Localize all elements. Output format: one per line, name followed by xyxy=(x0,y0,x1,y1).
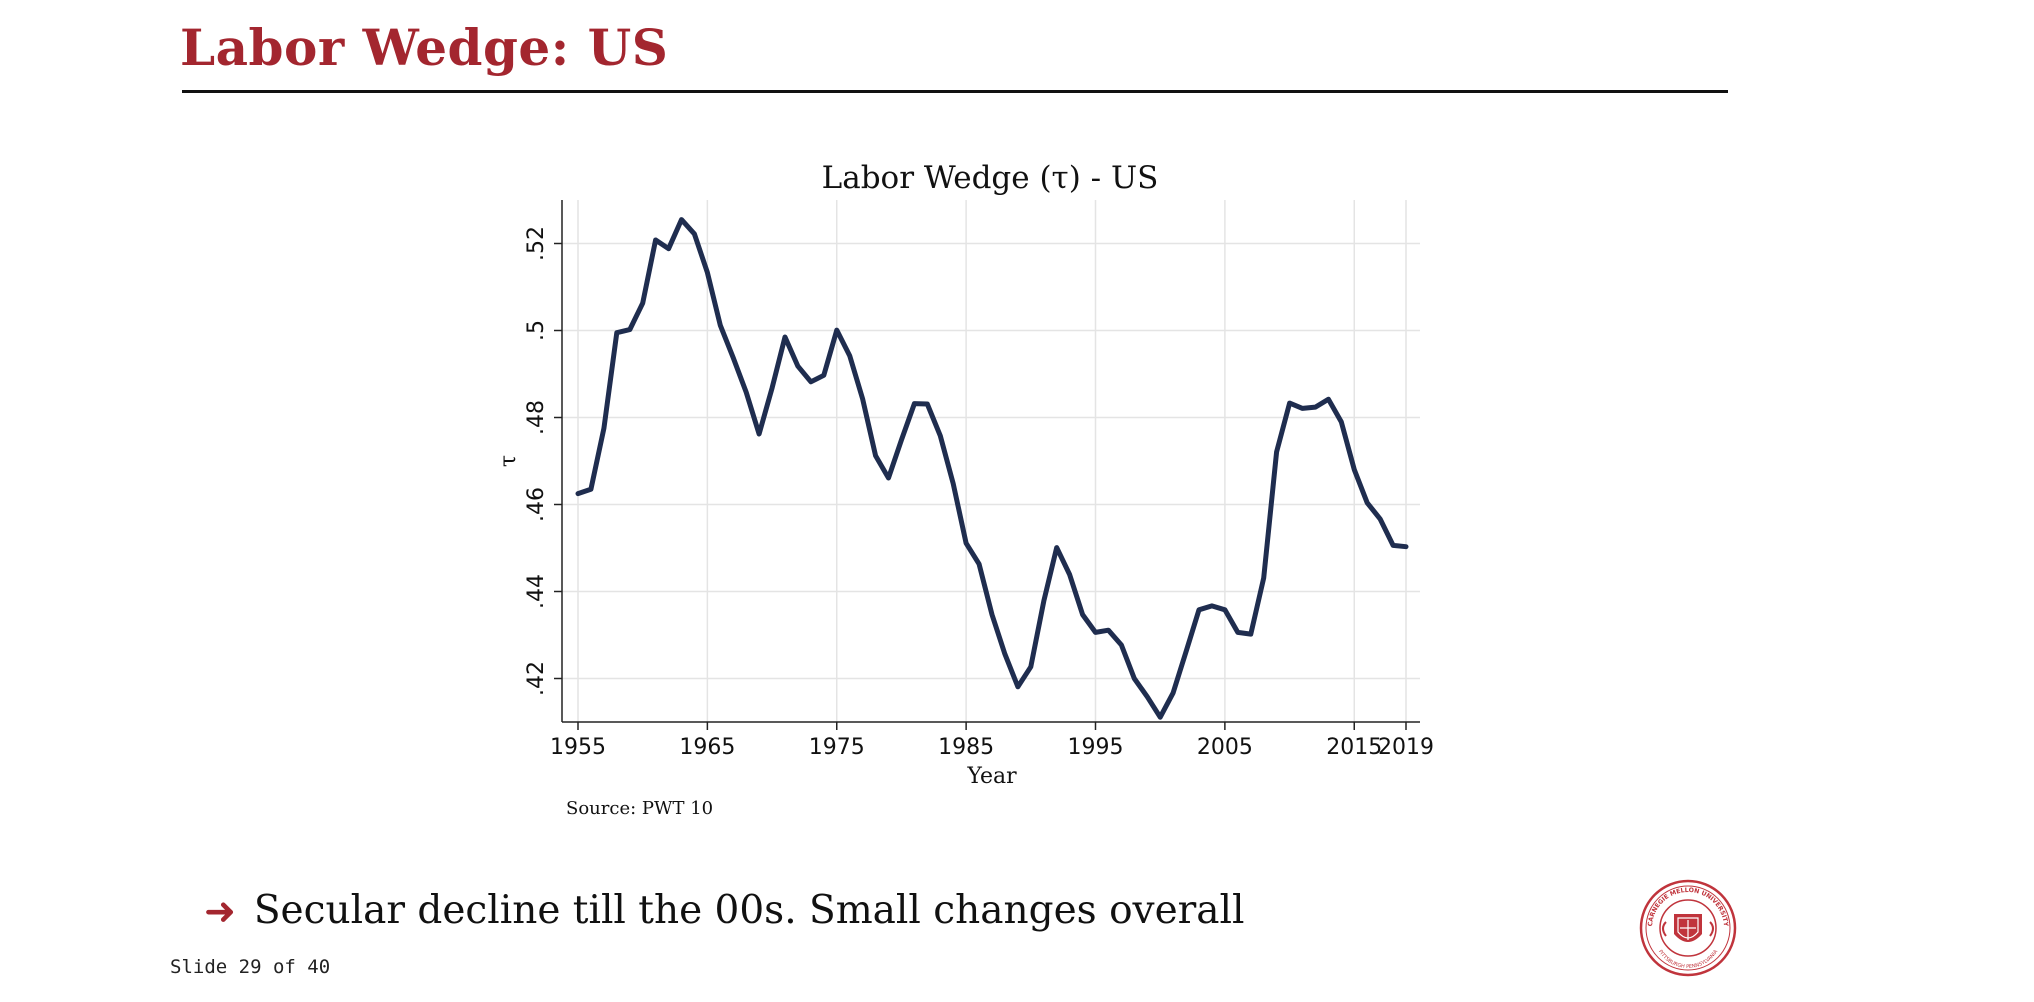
x-tick-label: 1975 xyxy=(809,735,865,760)
x-tick-label: 1965 xyxy=(679,735,735,760)
y-axis-label: τ xyxy=(496,455,521,467)
x-tick-label: 2019 xyxy=(1378,735,1434,760)
x-tick-label: 2015 xyxy=(1326,735,1382,760)
arrow-right-icon: ➜ xyxy=(204,888,236,933)
y-tick-label: .42 xyxy=(524,661,549,696)
series-line xyxy=(575,217,1409,720)
source-note: Source: PWT 10 xyxy=(566,798,713,819)
x-tick-label: 1955 xyxy=(550,735,606,760)
x-tick-label: 1995 xyxy=(1068,735,1124,760)
slide-number: Slide 29 of 40 xyxy=(170,956,331,978)
bullet-point: ➜ Secular decline till the 00s. Small ch… xyxy=(204,888,1245,933)
y-tick-label: .46 xyxy=(524,487,549,522)
y-tick-label: .48 xyxy=(524,400,549,435)
university-seal-icon: CARNEGIE MELLON UNIVERSITY PITTSBURGH PE… xyxy=(1639,879,1737,977)
y-tick-label: .5 xyxy=(524,320,549,341)
chart-series xyxy=(575,217,1409,720)
x-tick-label: 2005 xyxy=(1197,735,1253,760)
bullet-text: Secular decline till the 00s. Small chan… xyxy=(253,888,1245,933)
y-tick-label: .44 xyxy=(524,574,549,609)
y-axis-ticks: .42 .44 .46 .48 .5 .52 xyxy=(524,226,562,696)
chart-title: Labor Wedge (τ) - US xyxy=(822,160,1159,196)
x-tick-label: 1985 xyxy=(938,735,994,760)
slide-title: Labor Wedge: US xyxy=(180,18,669,77)
svg-text:PITTSBURGH PENNSYLVANIA: PITTSBURGH PENNSYLVANIA xyxy=(1657,948,1720,970)
x-axis-label: Year xyxy=(966,764,1017,789)
seal-text-bottom: PITTSBURGH PENNSYLVANIA xyxy=(1657,948,1720,970)
y-tick-label: .52 xyxy=(524,226,549,261)
chart-grid xyxy=(562,200,1420,722)
title-divider xyxy=(182,90,1728,93)
